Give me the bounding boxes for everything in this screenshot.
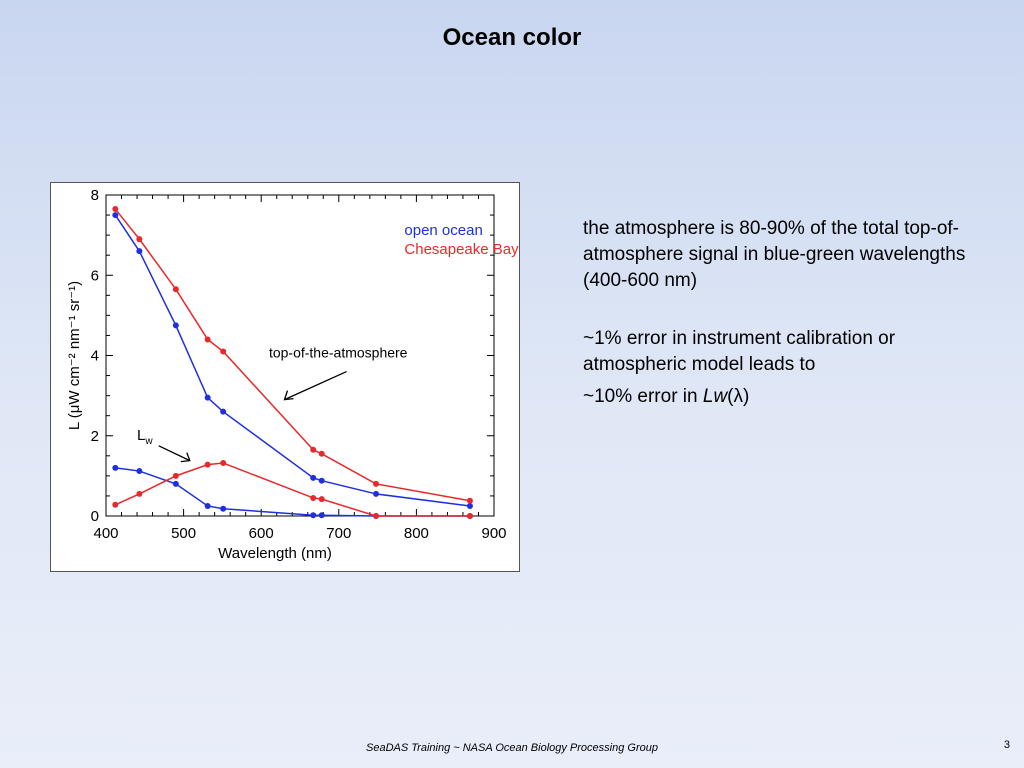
- data-point: [112, 206, 119, 213]
- x-tick-label: 900: [481, 525, 506, 542]
- series-line: [115, 462, 470, 517]
- data-point: [136, 248, 143, 255]
- annotation-lw-arrow: [158, 445, 191, 462]
- data-point: [204, 502, 211, 509]
- data-point: [318, 450, 325, 457]
- annotation-lw-sub: w: [144, 436, 153, 447]
- annotation-lw: Lw: [137, 427, 153, 447]
- data-point: [112, 464, 119, 471]
- annotation-toa: top-of-the-atmosphere: [269, 345, 408, 361]
- series-line: [114, 214, 471, 507]
- x-tick-label: 700: [326, 525, 351, 542]
- legend-chesapeake-bay: Chesapeake Bay: [404, 241, 519, 258]
- data-point: [204, 461, 211, 468]
- y-tick-label: 4: [91, 348, 99, 365]
- legend-open-ocean: open ocean: [404, 222, 482, 239]
- annotation-lw-arrowhead: [180, 452, 191, 463]
- x-tick-label: 400: [93, 525, 118, 542]
- data-point: [172, 322, 179, 329]
- note-lw-error: ~10% error in Lw(λ): [583, 384, 983, 410]
- data-point: [112, 212, 119, 219]
- data-point: [136, 236, 143, 243]
- y-tick-label: 8: [91, 187, 99, 204]
- note-lw-italic: Lw: [702, 386, 728, 407]
- data-point: [466, 502, 473, 509]
- data-point: [220, 505, 227, 512]
- data-point: [136, 490, 143, 497]
- data-point: [310, 446, 317, 453]
- note-calibration: ~1% error in instrument calibration or a…: [583, 328, 896, 375]
- data-point: [310, 494, 317, 501]
- slide-footer: SeaDAS Training ~ NASA Ocean Biology Pro…: [366, 742, 658, 754]
- chart-frame: 400 500 600 700 800 900 0 2 4 6 8 Wavelength (nm) L …: [50, 182, 520, 572]
- annotation-lw-main: L: [137, 427, 145, 444]
- data-point: [373, 490, 380, 497]
- data-point: [172, 472, 179, 479]
- note-lw-prefix: ~10% error in: [583, 386, 703, 407]
- note-lw-suffix: (λ): [727, 386, 750, 407]
- data-point: [112, 501, 119, 508]
- data-point: [136, 468, 143, 475]
- data-point: [204, 394, 211, 401]
- data-point: [310, 512, 317, 519]
- notes-panel: the atmosphere is 80-90% of the total to…: [583, 216, 983, 410]
- data-point: [172, 480, 179, 487]
- annotation-toa-arrow: [284, 370, 347, 401]
- data-point: [220, 348, 227, 355]
- page-number: 3: [1003, 739, 1010, 751]
- data-point: [310, 474, 317, 481]
- chart-svg: 400 500 600 700 800 900 0 2 4 6 8 Wavelength (nm) L …: [66, 187, 519, 562]
- annotation-toa-arrowhead: [283, 390, 294, 401]
- data-point: [220, 408, 227, 415]
- y-tick-label: 0: [91, 508, 99, 525]
- data-point: [318, 496, 325, 503]
- y-axis-label: L (μW cm⁻² nm⁻¹ sr⁻¹): [66, 281, 83, 430]
- x-tick-label: 800: [404, 525, 429, 542]
- y-tick-label: 2: [91, 428, 99, 445]
- data-point: [373, 480, 380, 487]
- data-point: [466, 497, 473, 504]
- data-point: [172, 286, 179, 293]
- x-axis-label: Wavelength (nm): [218, 545, 332, 562]
- data-point: [373, 513, 380, 519]
- data-point: [318, 512, 325, 519]
- data-point: [466, 513, 473, 519]
- y-tick-label: 6: [91, 267, 99, 284]
- data-point: [220, 460, 227, 467]
- x-tick-label: 600: [249, 525, 274, 542]
- data-point: [318, 477, 325, 484]
- x-tick-label: 500: [171, 525, 196, 542]
- data-point: [204, 336, 211, 343]
- slide-title: Ocean color: [442, 24, 582, 51]
- note-atmosphere: the atmosphere is 80-90% of the total to…: [583, 218, 966, 291]
